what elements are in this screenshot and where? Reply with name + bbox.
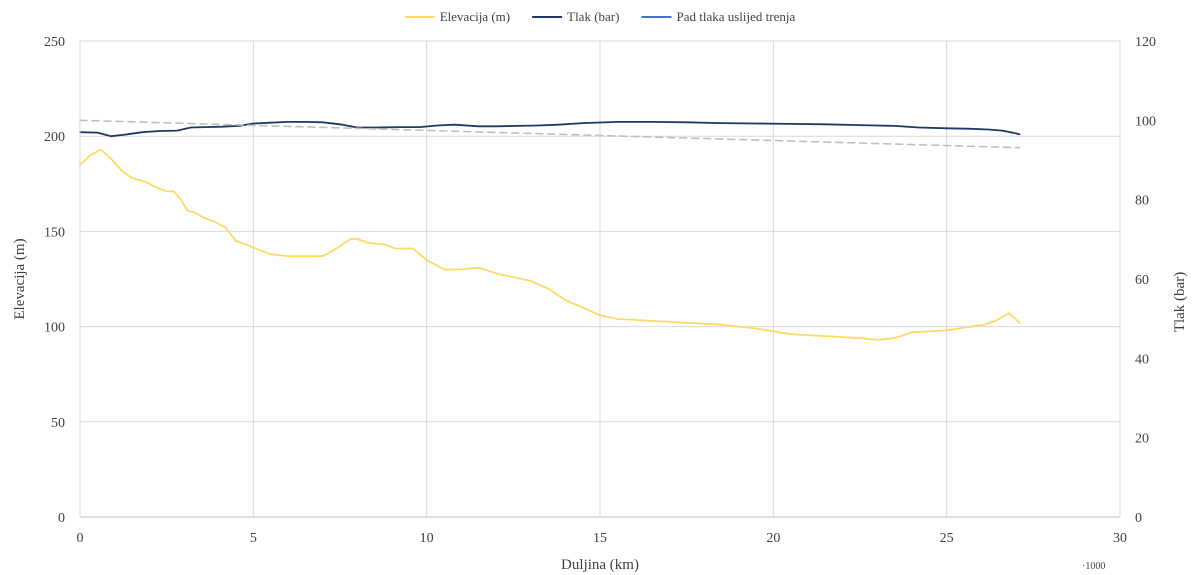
series-line-tlak-bar (79, 121, 1021, 138)
x-tick-label: 15 (593, 531, 607, 546)
y-left-tick-label: 250 (44, 35, 65, 50)
x-tick-label: 25 (940, 531, 954, 546)
y-left-tick-label: 0 (58, 511, 65, 526)
x-tick-label: 20 (766, 531, 780, 546)
gridlines (80, 40, 1121, 518)
legend: Elevacija (m) Tlak (bar) Pad tlaka uslijed… (404, 9, 795, 24)
x-tick-label: 0 (77, 531, 84, 546)
legend-label: Pad tlaka uslijed trenja (676, 9, 795, 24)
y-right-tick-label: 40 (1135, 352, 1149, 367)
y-left-tick-label: 200 (44, 130, 65, 145)
x-axis-multiplier: ·1000 (1082, 561, 1105, 572)
legend-label: Elevacija (m) (440, 9, 510, 24)
y-axis-right-label: Tlak (bar) (1172, 272, 1188, 332)
y-right-tick-label: 100 (1135, 114, 1156, 129)
y-axis-left-label: Elevacija (m) (12, 238, 28, 319)
y-left-tick-label: 50 (51, 416, 65, 431)
y-right-tick-label: 20 (1135, 432, 1149, 447)
y-left-tick-label: 150 (44, 225, 65, 240)
x-tick-label: 5 (250, 531, 257, 546)
y-right-tick-label: 120 (1135, 35, 1156, 50)
y-right-tick-label: 0 (1135, 511, 1142, 526)
y-right-tick-label: 60 (1135, 273, 1149, 288)
legend-label: Tlak (bar) (567, 9, 619, 24)
y-left-tick-label: 100 (44, 321, 65, 336)
series-line-elevacija-m (79, 148, 1021, 341)
y-right-tick-label: 80 (1135, 194, 1149, 209)
axes: 0 50 100 150 200 250 0 5 10 15 20 25 30 0 20 40 60 80 100 1… (44, 35, 1156, 546)
series-group (79, 119, 1021, 341)
x-axis-label: Duljina (km) (561, 557, 639, 573)
x-tick-label: 10 (420, 531, 434, 546)
x-tick-label: 30 (1113, 531, 1127, 546)
series-line-trend (79, 119, 1021, 149)
